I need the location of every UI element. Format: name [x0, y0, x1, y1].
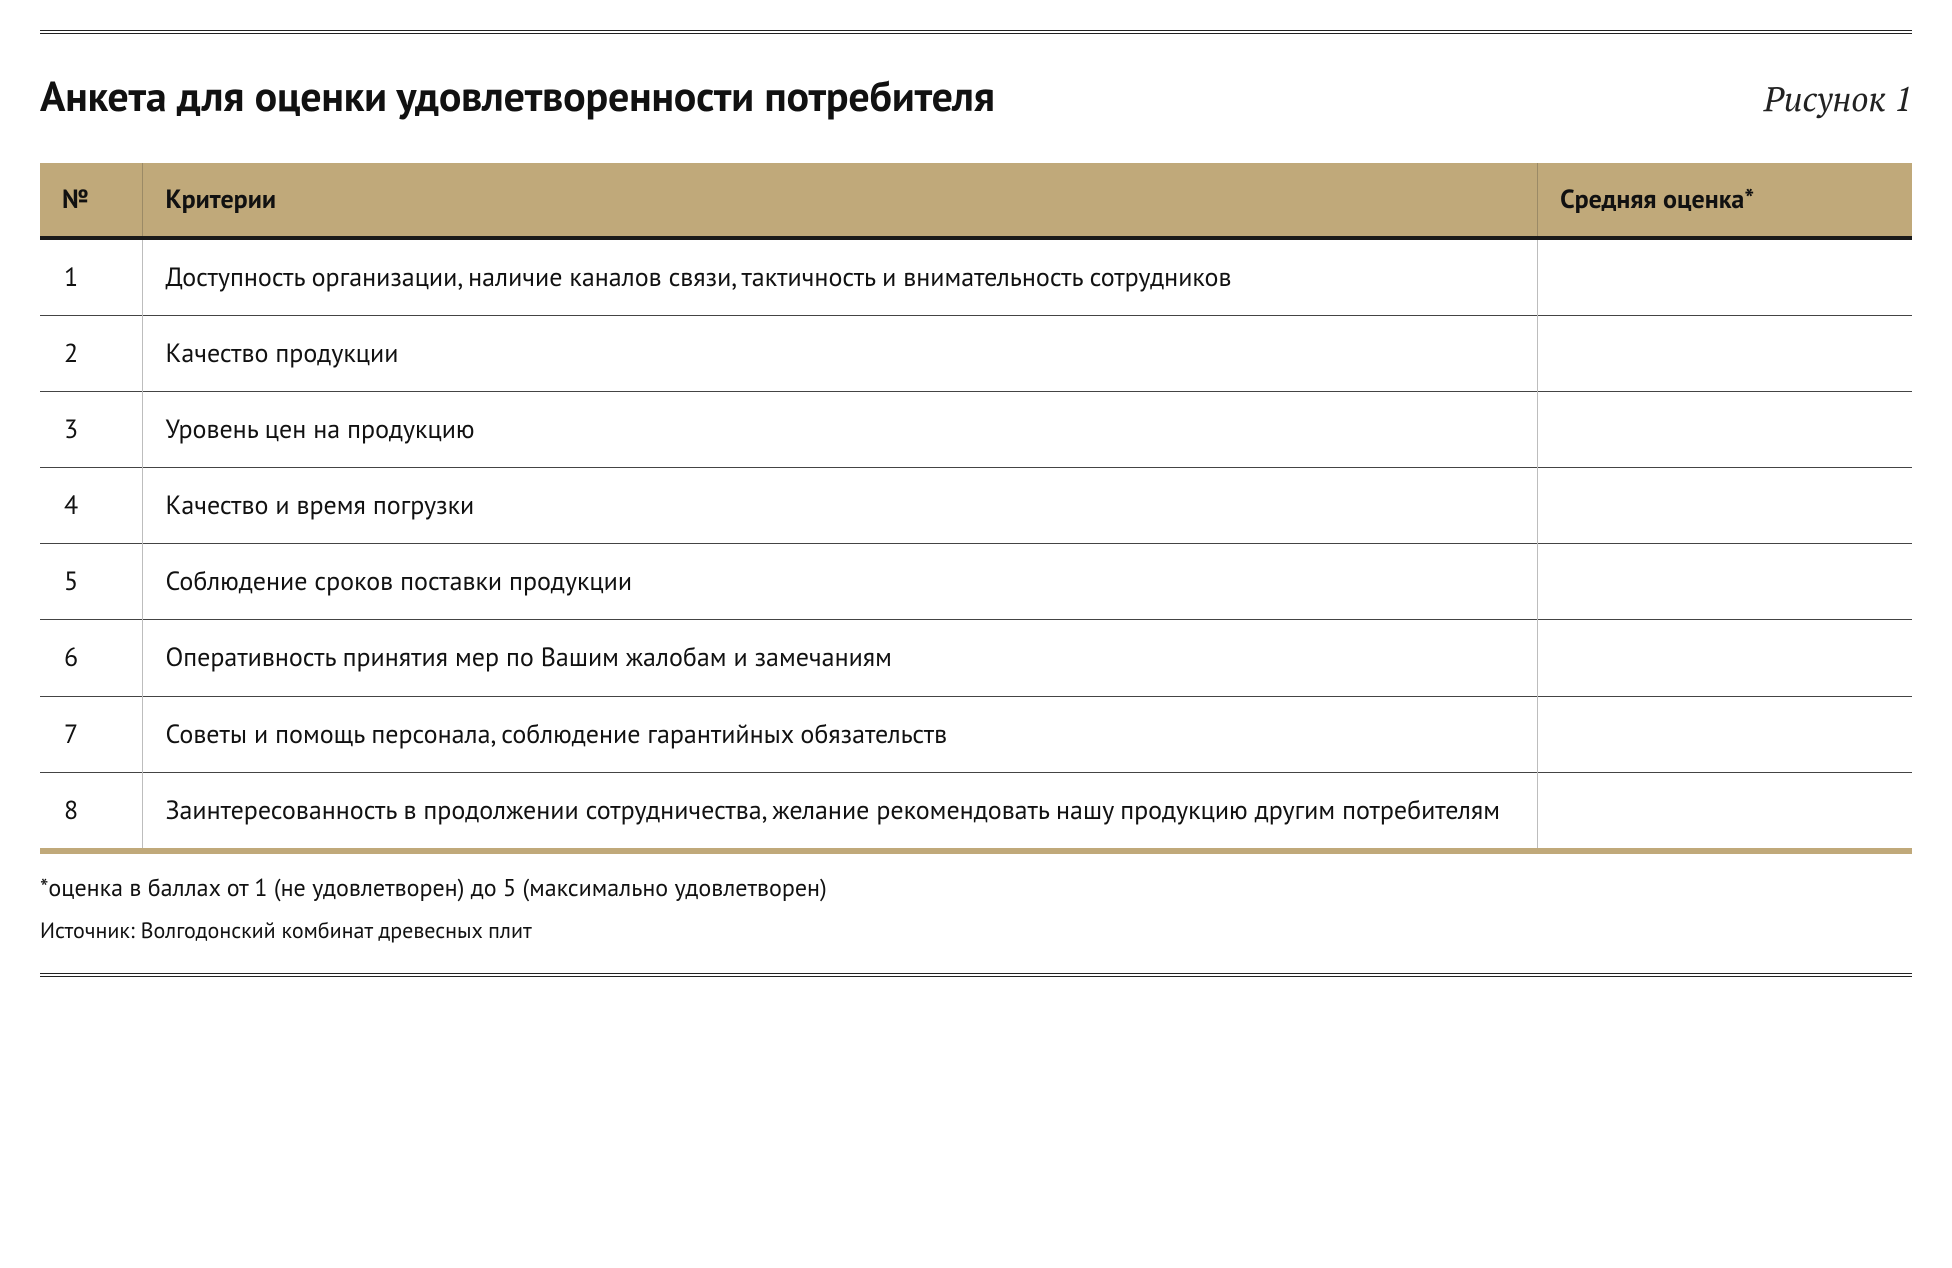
col-header-score: Средняя оценка*	[1538, 163, 1912, 238]
table-row: 6 Оперативность принятия мер по Вашим жа…	[40, 620, 1912, 696]
cell-number: 1	[40, 238, 143, 316]
cell-number: 4	[40, 468, 143, 544]
cell-criteria: Уровень цен на продукцию	[143, 392, 1538, 468]
cell-criteria: Заинтересованность в продолжении сотрудн…	[143, 772, 1538, 848]
figure-title: Анкета для оценки удовлетворенности потр…	[40, 68, 995, 123]
cell-number: 2	[40, 316, 143, 392]
cell-score	[1538, 238, 1912, 316]
figure-number-label: Рисунок 1	[1764, 76, 1912, 121]
cell-score	[1538, 468, 1912, 544]
table-row: 1 Доступность организации, наличие канал…	[40, 238, 1912, 316]
cell-score	[1538, 392, 1912, 468]
header-row: Анкета для оценки удовлетворенности потр…	[40, 68, 1912, 123]
table-row: 7 Советы и помощь персонала, соблюдение …	[40, 696, 1912, 772]
cell-number: 7	[40, 696, 143, 772]
cell-criteria: Соблюдение сроков поставки продукции	[143, 544, 1538, 620]
footnote-text: *оценка в баллах от 1 (не удовлетворен) …	[40, 872, 1912, 903]
source-text: Источник: Волгодонский комбинат древесны…	[40, 917, 1912, 945]
cell-number: 6	[40, 620, 143, 696]
cell-score	[1538, 316, 1912, 392]
cell-number: 3	[40, 392, 143, 468]
cell-criteria: Оперативность принятия мер по Вашим жало…	[143, 620, 1538, 696]
table-body: 1 Доступность организации, наличие канал…	[40, 238, 1912, 848]
cell-score	[1538, 544, 1912, 620]
cell-criteria: Советы и помощь персонала, соблюдение га…	[143, 696, 1538, 772]
table-row: 2 Качество продукции	[40, 316, 1912, 392]
cell-score	[1538, 772, 1912, 848]
cell-number: 8	[40, 772, 143, 848]
cell-criteria: Качество и время погрузки	[143, 468, 1538, 544]
table-row: 4 Качество и время погрузки	[40, 468, 1912, 544]
col-header-number: №	[40, 163, 143, 238]
top-double-rule	[40, 30, 1912, 34]
cell-number: 5	[40, 544, 143, 620]
col-header-criteria: Критерии	[143, 163, 1538, 238]
figure-container: Анкета для оценки удовлетворенности потр…	[40, 30, 1912, 977]
cell-score	[1538, 620, 1912, 696]
table-bottom-rule	[40, 848, 1912, 854]
table-row: 3 Уровень цен на продукцию	[40, 392, 1912, 468]
cell-criteria: Доступность организации, наличие каналов…	[143, 238, 1538, 316]
table-row: 5 Соблюдение сроков поставки продукции	[40, 544, 1912, 620]
survey-table: № Критерии Средняя оценка* 1 Доступность…	[40, 163, 1912, 848]
bottom-double-rule	[40, 973, 1912, 977]
cell-criteria: Качество продукции	[143, 316, 1538, 392]
cell-score	[1538, 696, 1912, 772]
table-row: 8 Заинтересованность в продолжении сотру…	[40, 772, 1912, 848]
table-header-row: № Критерии Средняя оценка*	[40, 163, 1912, 238]
